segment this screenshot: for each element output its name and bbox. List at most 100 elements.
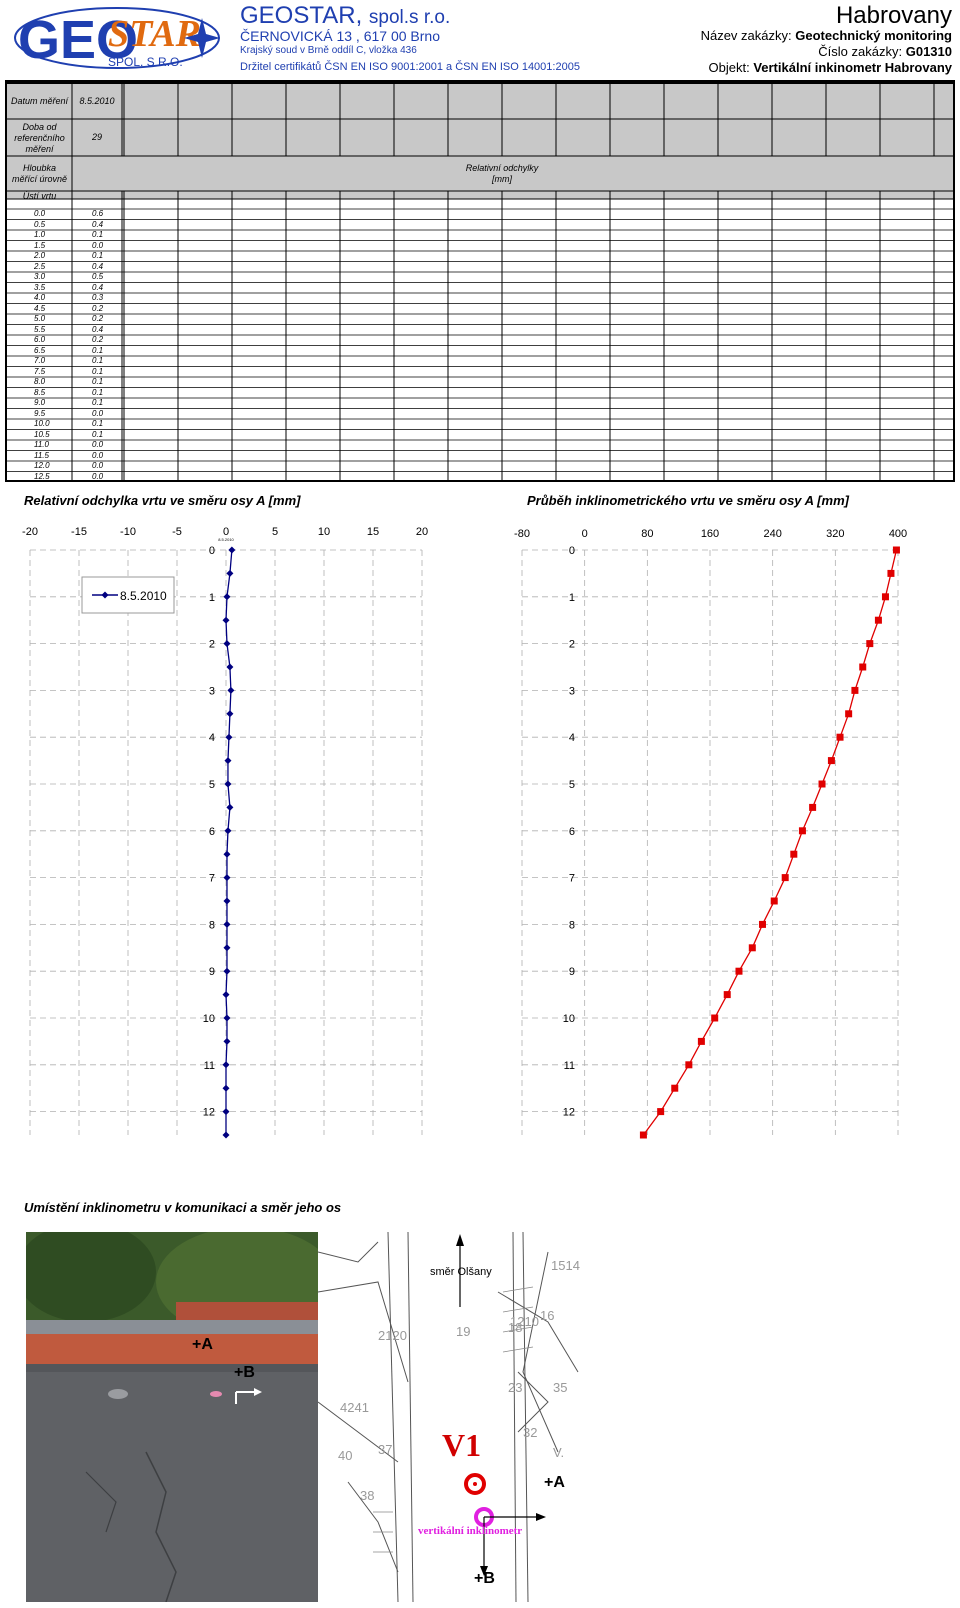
chart1-title: Relativní odchylka vrtu ve směru osy A [… xyxy=(24,493,301,508)
x-tick-label: 320 xyxy=(826,528,844,540)
data-point xyxy=(892,546,900,554)
map-label-19: 19 xyxy=(456,1324,470,1339)
map-label-v: V. xyxy=(553,1445,564,1460)
row-value: 0.1 xyxy=(92,429,104,439)
data-point xyxy=(723,991,731,999)
data-point xyxy=(639,1131,647,1139)
table-grid xyxy=(7,84,953,480)
photo-plus-a: +A xyxy=(192,1336,213,1353)
data-point xyxy=(845,710,853,718)
series-line xyxy=(642,549,898,1136)
map-label-1514: 1514 xyxy=(551,1258,580,1273)
y-tick-label: 11 xyxy=(204,1060,215,1072)
legend-label: 8.5.2010 xyxy=(120,589,167,603)
x-tick-label: 240 xyxy=(763,528,781,540)
y-tick-label: 4 xyxy=(209,732,215,744)
y-tick-label: 12 xyxy=(563,1107,575,1119)
company-registry: Krajský soud v Brně oddíl C, vložka 436 xyxy=(240,45,417,56)
row-value: 0.0 xyxy=(92,461,104,470)
order-name-line: Název zakázky: Geotechnický monitoring xyxy=(700,28,952,43)
map-plus-a: +A xyxy=(544,1474,565,1491)
mouth-label: Ústí vrtu xyxy=(22,191,57,201)
y-tick-label: 2 xyxy=(209,639,215,651)
data-point xyxy=(222,991,230,999)
table-row: 11.0 0.0 xyxy=(7,440,953,451)
data-point xyxy=(223,897,231,905)
order-number-line: Číslo zakázky: G01310 xyxy=(818,44,952,59)
data-point xyxy=(781,874,789,882)
row-depth: 7.0 xyxy=(34,356,46,365)
y-tick-label: 3 xyxy=(569,685,575,697)
row-value: 0.0 xyxy=(92,408,104,418)
depth-label-2: měřící úrovně xyxy=(11,174,68,184)
y-tick-label: 8 xyxy=(209,919,215,931)
table-row: 10.5 0.1 xyxy=(7,430,953,441)
table-row: 2.5 0.4 xyxy=(7,262,953,273)
table-row: 7.0 0.1 xyxy=(7,356,953,367)
row-value: 0.5 xyxy=(92,272,104,281)
elapsed-label-2: referenčního xyxy=(14,133,65,143)
table-row: 12.5 0.0 xyxy=(7,472,953,483)
x-tick-label: -20 xyxy=(22,526,38,538)
data-point xyxy=(657,1108,665,1116)
row-depth: 11.5 xyxy=(34,450,49,460)
header-divider xyxy=(5,80,955,82)
y-tick-label: 7 xyxy=(209,873,215,885)
report-header: GEO STAR SPOL. S R.O. GEOSTAR, spol.s r.… xyxy=(0,0,960,82)
x-tick-label: -15 xyxy=(71,526,87,538)
svg-text:GEO: GEO xyxy=(18,10,138,70)
x-tick-label: 15 xyxy=(367,526,379,538)
row-depth: 6.5 xyxy=(34,345,46,355)
data-point xyxy=(226,663,234,671)
data-point xyxy=(224,827,232,835)
data-point xyxy=(227,686,235,694)
data-point xyxy=(228,546,236,554)
data-point xyxy=(222,1084,230,1092)
row-value: 0.2 xyxy=(92,335,104,344)
data-point xyxy=(225,733,233,741)
y-tick-label: 6 xyxy=(209,826,215,838)
row-value: 0.2 xyxy=(92,314,104,323)
data-point xyxy=(851,686,859,694)
x-tick-label: 80 xyxy=(641,528,653,540)
y-tick-label: 8 xyxy=(569,919,575,931)
row-value: 0.1 xyxy=(92,230,104,239)
data-point xyxy=(748,944,756,952)
site-map: 2120 1514 1210 4241 40 37 19 18 16 32 23… xyxy=(318,1232,618,1604)
x-tick-label: 160 xyxy=(701,528,719,540)
row-value: 0.1 xyxy=(92,419,104,428)
x-tick-label: 0 xyxy=(582,528,588,540)
data-point xyxy=(735,967,743,975)
elapsed-label-1: Doba od xyxy=(22,122,57,132)
map-label-16: 16 xyxy=(540,1308,554,1323)
row-depth: 1.5 xyxy=(34,240,46,250)
data-point xyxy=(222,1131,230,1139)
data-point xyxy=(223,640,231,648)
table-row: 7.5 0.1 xyxy=(7,367,953,378)
data-point xyxy=(770,897,778,905)
row-depth: 4.0 xyxy=(34,293,46,302)
row-value: 0.4 xyxy=(92,324,104,334)
row-depth: 10.5 xyxy=(34,429,50,439)
y-tick-label: 9 xyxy=(569,966,575,978)
row-value: 0.1 xyxy=(92,377,104,386)
table-row: 4.0 0.3 xyxy=(7,293,953,304)
row-value: 0.4 xyxy=(92,282,104,292)
map-label-32: 32 xyxy=(523,1425,537,1440)
data-point xyxy=(874,616,882,624)
x-tick-label: 0 xyxy=(223,526,229,538)
data-point xyxy=(226,803,234,811)
row-value: 0.4 xyxy=(92,261,104,271)
row-value: 0.1 xyxy=(92,345,104,355)
row-value: 0.0 xyxy=(92,450,104,460)
row-depth: 12.0 xyxy=(34,461,50,470)
data-point xyxy=(223,967,231,975)
date-label: Datum měření xyxy=(10,96,69,106)
company-name: GEOSTAR, spol.s r.o. xyxy=(240,2,451,29)
table-row: 8.5 0.1 xyxy=(7,388,953,399)
row-depth: 6.0 xyxy=(34,335,46,344)
row-value: 0.1 xyxy=(92,398,104,407)
table-row: 1.5 0.0 xyxy=(7,241,953,252)
row-depth: 8.0 xyxy=(34,377,46,386)
